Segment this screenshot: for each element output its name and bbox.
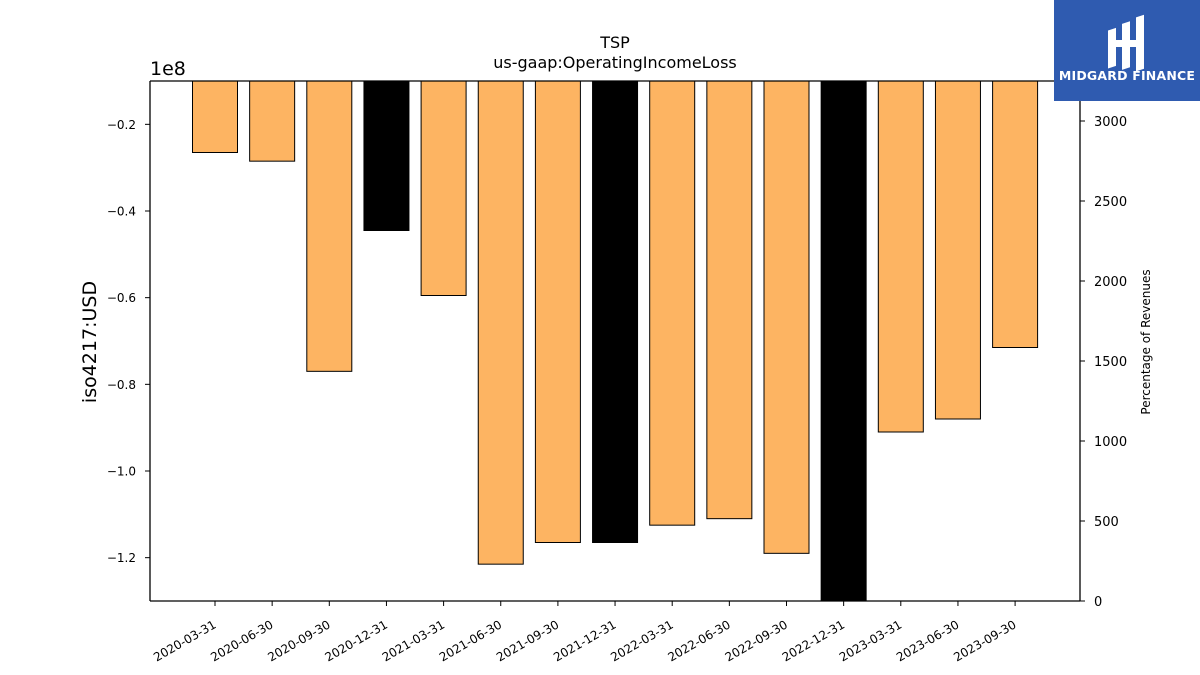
bar-2020-12-31 [363,80,410,231]
x-tick-label: 2021-09-30 [494,617,561,664]
bar-2023-06-30 [934,80,981,420]
logo-mark-icon [1054,0,1200,101]
y-axis-label: iso4217:USD [79,281,101,403]
x-tick-label: 2022-12-31 [780,617,847,664]
x-tick-label: 2022-09-30 [723,617,790,664]
x-tick-label: 2023-03-31 [837,617,904,664]
axes-group [149,80,1081,602]
bar-2020-06-30 [249,80,296,162]
bar-2021-06-30 [477,80,524,565]
x-tick-label: 2020-12-31 [323,617,390,664]
midgard-finance-logo: MIDGARD FINANCE [1054,0,1200,101]
y2-tick-label: 1500 [1094,355,1127,370]
bar-2022-03-31 [649,80,696,526]
bar-2023-03-31 [877,80,924,433]
x-tick-label: 2022-03-31 [608,617,675,664]
y2-axis-label: Percentage of Revenues [1139,269,1153,414]
y-tick-label: −1.2 [107,551,136,565]
logo-text: MIDGARD FINANCE [1058,68,1196,83]
bar-2022-09-30 [763,80,810,554]
y-tick-label: −1.0 [107,465,136,479]
bar-2022-06-30 [706,80,753,520]
x-tick-label: 2021-03-31 [380,617,447,664]
y2-tick-label: 1000 [1094,435,1127,450]
y2-tick-label: 500 [1094,515,1119,530]
bar-2021-09-30 [534,80,581,543]
bar-2021-03-31 [420,80,467,296]
y-tick-label: −0.8 [107,378,136,392]
bar-2020-03-31 [192,80,238,153]
x-tick-label: 2022-06-30 [665,617,732,664]
y2-tick-label: 3000 [1094,115,1127,130]
y2-tick-label: 0 [1094,595,1102,610]
bar-2022-12-31 [820,80,867,602]
x-tick-label: 2021-12-31 [551,617,618,664]
chart-subtitle: us-gaap:OperatingIncomeLoss [493,53,737,72]
bar-2023-09-30 [992,80,1039,348]
x-tick-label: 2023-06-30 [894,617,961,664]
x-tick-label: 2023-09-30 [951,617,1018,664]
x-tick-label: 2021-06-30 [437,617,504,664]
y2-tick-label: 2500 [1094,195,1127,210]
y-scale-label: 1e8 [150,58,186,80]
y-tick-label: −0.6 [107,291,136,305]
chart-title: TSP [599,33,630,52]
x-tick-label: 2020-09-30 [265,617,332,664]
y2-tick-label: 2000 [1094,275,1127,290]
x-tick-label: 2020-06-30 [208,617,275,664]
bar-2021-12-31 [592,80,639,543]
y-tick-label: −0.4 [107,205,136,219]
bar-2020-09-30 [306,80,353,372]
x-tick-label: 2020-03-31 [151,617,218,664]
y-tick-label: −0.2 [107,118,136,132]
bars-group [192,80,1039,602]
